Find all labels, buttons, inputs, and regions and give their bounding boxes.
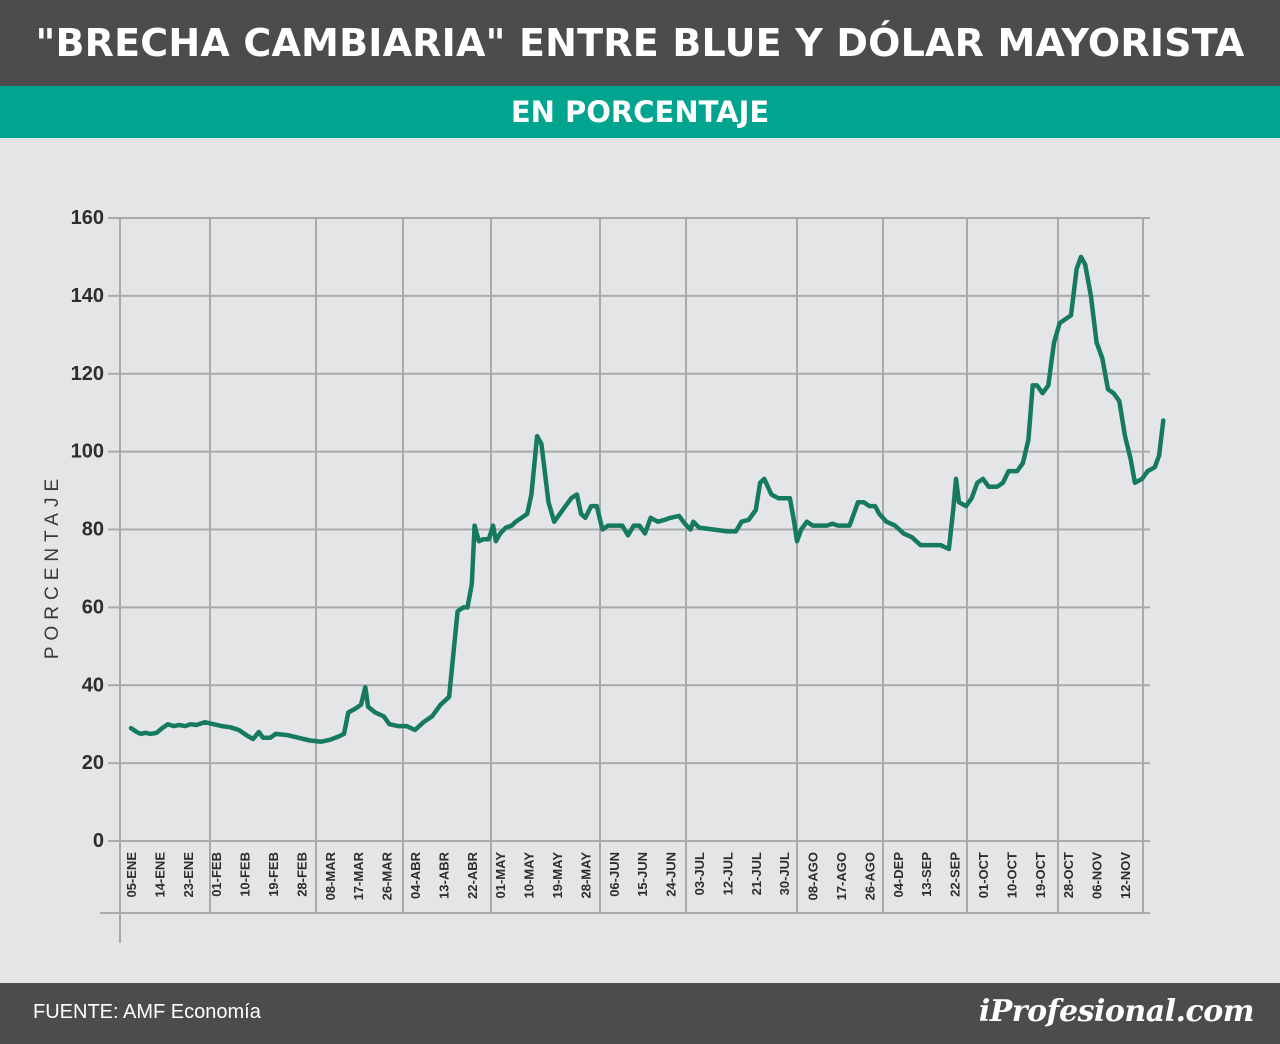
x-axis-ticks: 05-ENE 14-ENE 23-ENE 01-FEB 10-FEB 19-FEB 28-F… [124, 851, 1133, 900]
x-tick-label: 14-ENE [152, 852, 167, 898]
x-tick-label: 08-MAR [323, 851, 338, 900]
y-tick-label: 0 [93, 830, 104, 852]
subheader-bar: EN PORCENTAJE [0, 86, 1280, 138]
x-tick-label: 03-JUL [692, 852, 707, 895]
grid-lines [100, 217, 1150, 943]
x-tick-label: 19-FEB [266, 852, 281, 897]
x-tick-label: 19-MAY [550, 852, 565, 899]
series-line [128, 254, 1166, 744]
x-tick-label: 28-MAY [578, 852, 593, 899]
x-tick-label: 17-MAR [351, 851, 366, 900]
x-tick-label: 10-FEB [238, 852, 253, 897]
x-tick-label: 08-AGO [806, 852, 821, 900]
chart-title: "BRECHA CAMBIARIA" ENTRE BLUE Y DÓLAR MA… [35, 21, 1245, 65]
x-tick-label: 26-AGO [862, 852, 877, 900]
x-tick-label: 01-FEB [209, 852, 224, 897]
y-tick-label: 120 [71, 363, 104, 385]
y-tick-label: 60 [82, 596, 104, 618]
x-tick-label: 13-ABR [436, 851, 451, 899]
x-tick-label: 10-MAY [522, 852, 537, 899]
x-tick-label: 28-OCT [1061, 852, 1076, 898]
source-note: FUENTE: AMF Economía [33, 1001, 261, 1023]
footer-bar: FUENTE: AMF Economía iProfesional.com [0, 983, 1280, 1044]
x-tick-label: 01-MAY [493, 852, 508, 899]
x-tick-label: 12-JUL [720, 852, 735, 895]
x-tick-label: 28-FEB [294, 852, 309, 897]
x-tick-label: 24-JUN [664, 852, 679, 897]
x-tick-label: 26-MAR [380, 851, 395, 900]
header-bar: "BRECHA CAMBIARIA" ENTRE BLUE Y DÓLAR MA… [0, 0, 1280, 86]
y-axis-label: PORCENTAJE [42, 473, 63, 659]
x-tick-label: 04-DEP [891, 852, 906, 898]
x-tick-label: 22-ABR [465, 851, 480, 899]
x-tick-label: 23-ENE [181, 852, 196, 898]
y-tick-label: 40 [82, 674, 104, 696]
y-tick-label: 20 [82, 752, 104, 774]
y-axis-ticks: 0 20 40 60 80 100 120 140 160 [71, 207, 104, 852]
plot-area: 0 20 40 60 80 100 120 140 160 05-ENE 14-ENE 23-ENE… [0, 138, 1280, 983]
x-tick-label: 10-OCT [1004, 852, 1019, 898]
x-tick-label: 13-SEP [919, 852, 934, 897]
x-tick-label: 19-OCT [1033, 852, 1048, 898]
x-tick-label: 22-SEP [948, 852, 963, 897]
x-tick-label: 06-NOV [1090, 852, 1105, 899]
brand-logo: iProfesional.com [978, 994, 1255, 1029]
line-chart: 0 20 40 60 80 100 120 140 160 05-ENE 14-ENE 23-ENE… [42, 207, 1166, 943]
x-tick-label: 12-NOV [1118, 852, 1133, 899]
y-tick-label: 80 [82, 519, 104, 541]
x-tick-label: 30-JUL [777, 852, 792, 895]
x-tick-label: 15-JUN [635, 852, 650, 897]
chart-subtitle: EN PORCENTAJE [510, 95, 770, 129]
x-tick-label: 01-OCT [976, 852, 991, 898]
x-tick-label: 17-AGO [834, 852, 849, 900]
y-tick-label: 140 [71, 285, 104, 307]
y-tick-label: 100 [71, 441, 104, 463]
y-tick-label: 160 [71, 207, 104, 229]
x-tick-label: 04-ABR [408, 851, 423, 899]
x-tick-label: 21-JUL [749, 852, 764, 895]
x-tick-label: 06-JUN [607, 852, 622, 897]
x-tick-label: 05-ENE [124, 852, 139, 898]
